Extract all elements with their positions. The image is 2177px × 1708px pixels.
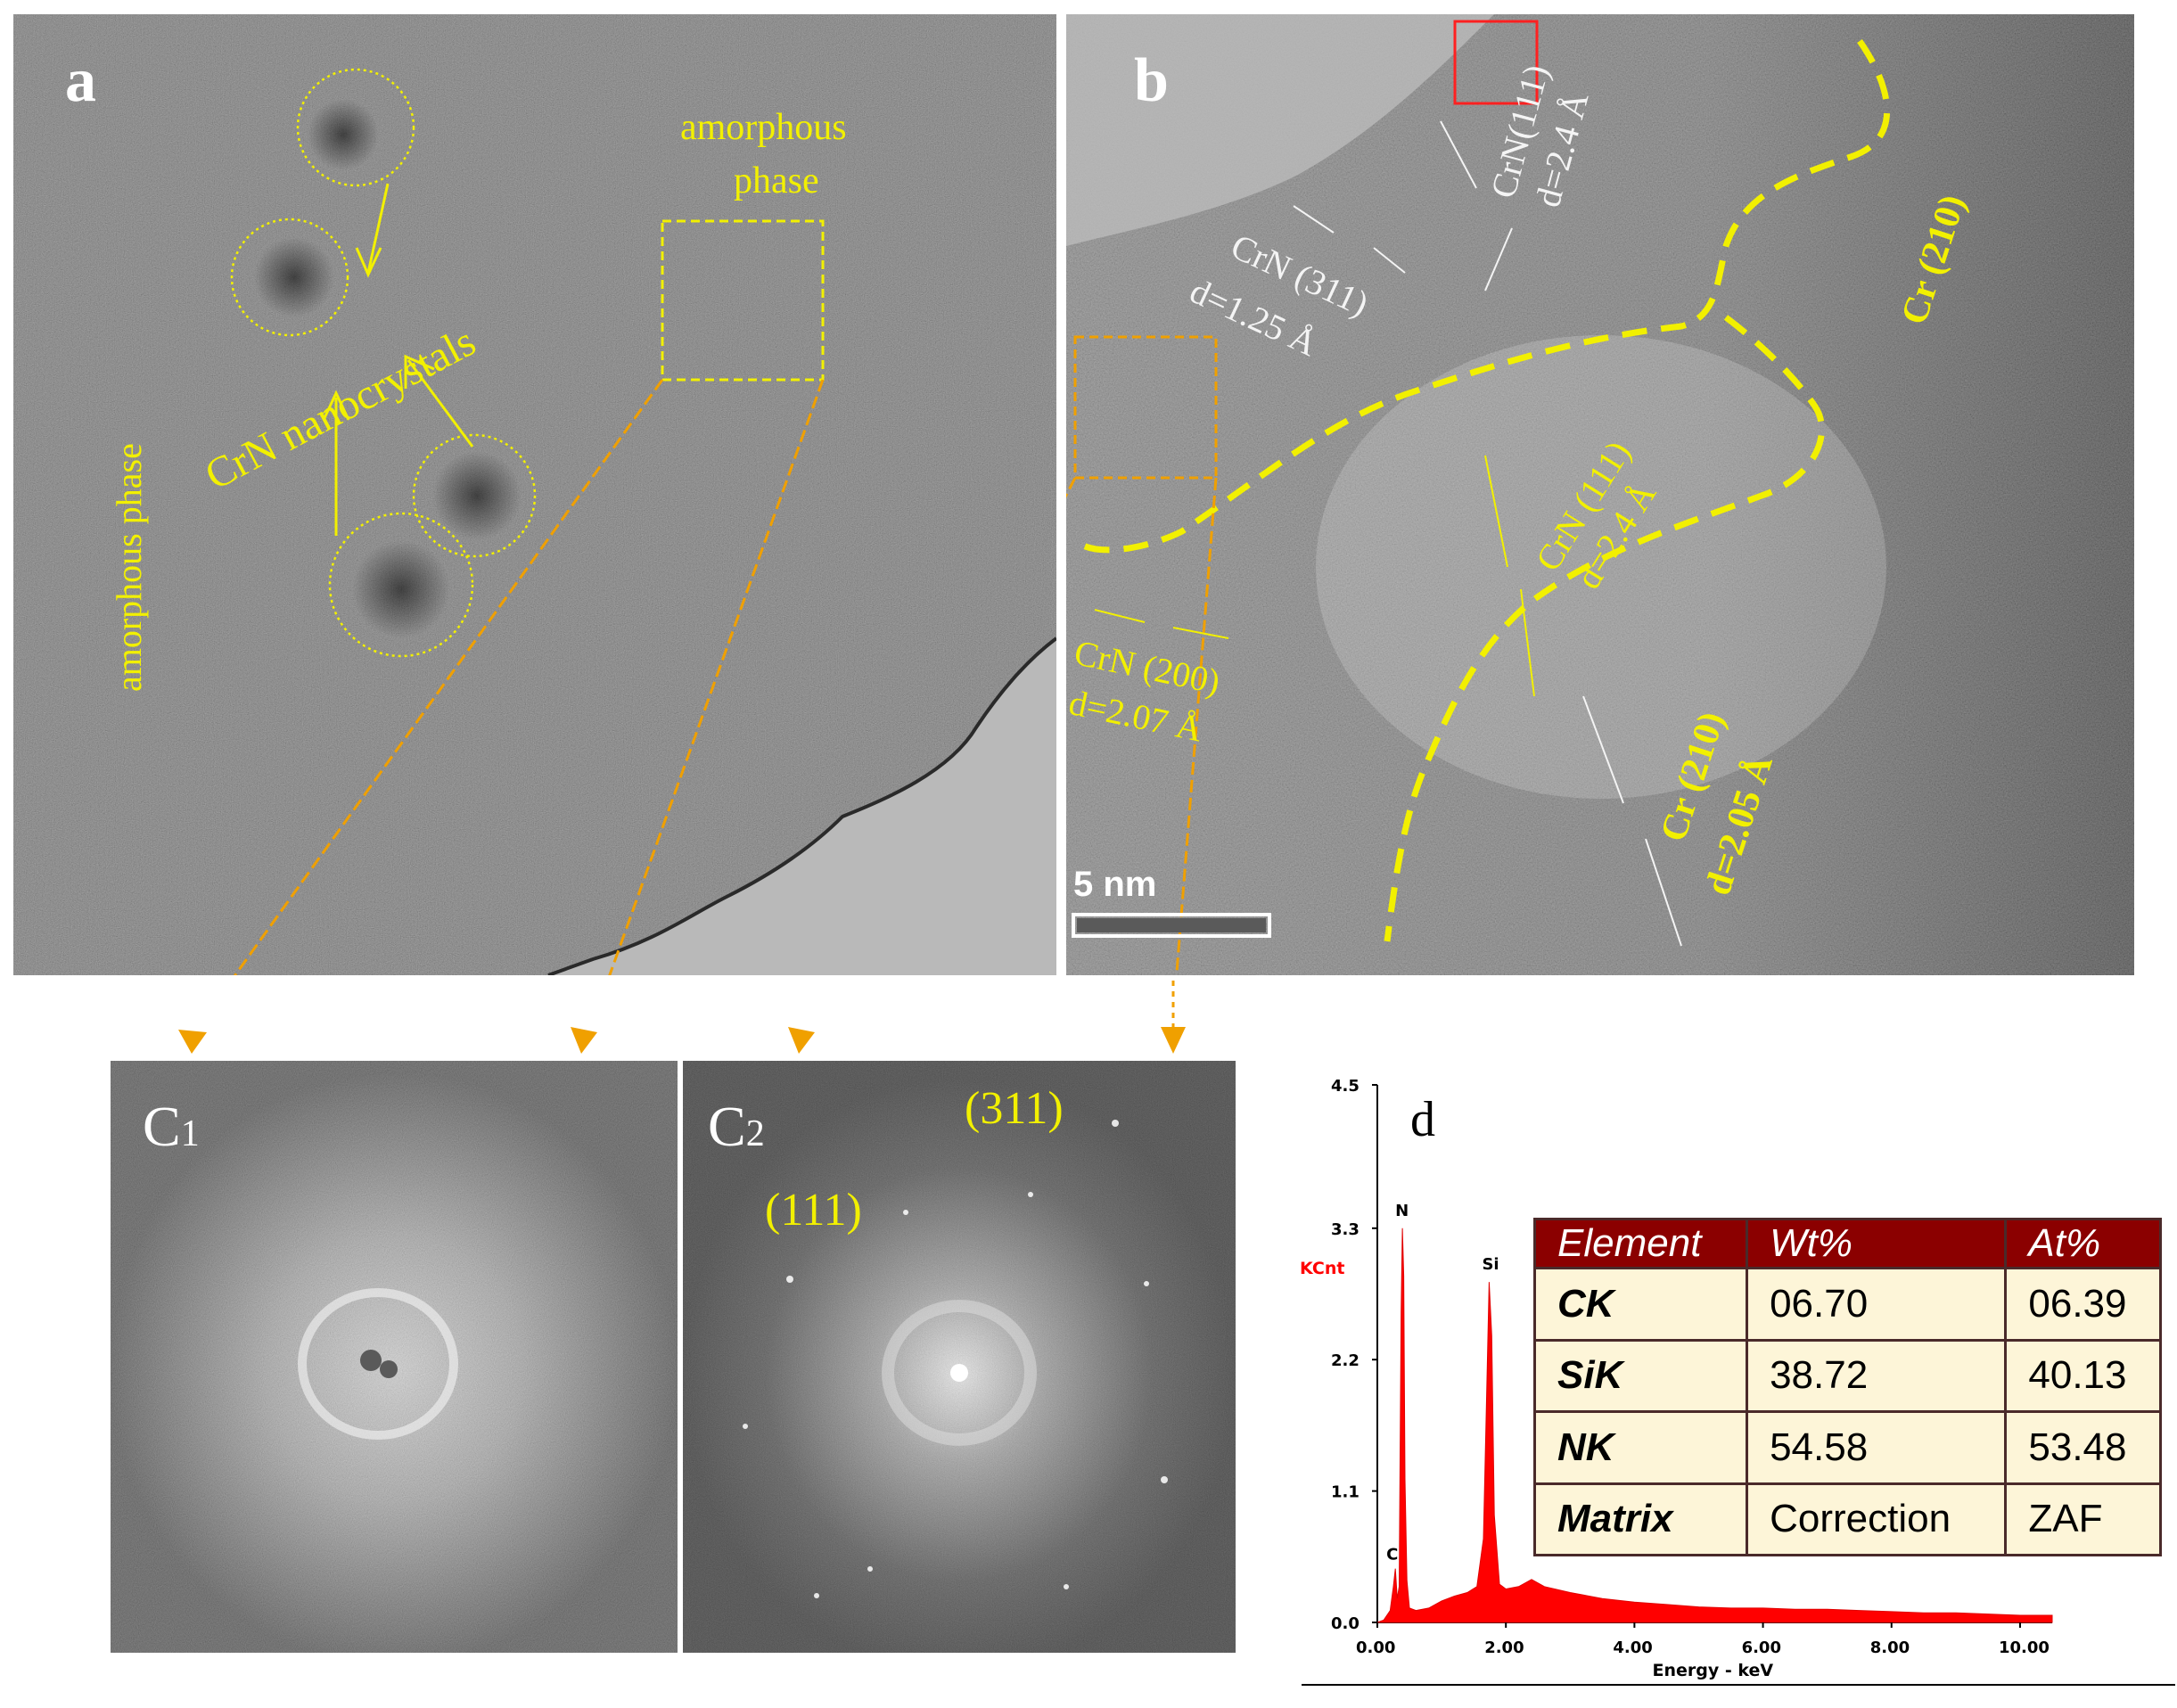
panel-a-tem-image: a amorphous phase amorphous phase CrN na… — [13, 14, 1056, 975]
panel-c2-fft-image: C2 (311) (111) — [683, 1061, 1236, 1653]
ring-111-label: (111) — [765, 1185, 862, 1236]
row-element: Matrix — [1532, 1482, 1749, 1556]
edx-xlabel: Energy - keV — [1653, 1661, 1774, 1680]
panel-d-label: d — [1410, 1092, 1435, 1147]
row-wt: 06.70 — [1746, 1267, 2008, 1342]
amorphous-phase-box-label-line2: phase — [734, 160, 819, 201]
row-at: 06.39 — [2004, 1267, 2162, 1342]
row-element: SiK — [1532, 1338, 1749, 1413]
row-at: ZAF — [2004, 1482, 2162, 1556]
table-header-row: Element Wt% At% — [1532, 1218, 2162, 1269]
edx-x-tick-label: 0.00 — [1356, 1638, 1395, 1657]
edx-ylabel: KCnt — [1300, 1259, 1345, 1278]
header-at: At% — [2004, 1218, 2162, 1269]
edx-spectrum-series — [1376, 1228, 2053, 1623]
edx-x-tick-label: 4.00 — [1613, 1638, 1652, 1657]
edx-y-tick-label: 4.5 — [1331, 1077, 1360, 1096]
amorphous-phase-left-label: amorphous phase — [109, 443, 149, 692]
panel-d-edx-spectrum: 0.0 1.1 2.2 3.3 4.5 0.00 2.00 4.00 6.00 8.00 10.00… — [1284, 1061, 2177, 1704]
panel-b-label: b — [1134, 46, 1169, 115]
edx-peak-label-c: C — [1386, 1546, 1398, 1564]
table-row: SiK 38.72 40.13 — [1532, 1338, 2162, 1413]
panel-c2-label-sub: 2 — [745, 1113, 765, 1154]
edx-x-tick-label: 6.00 — [1742, 1638, 1781, 1657]
edx-x-tick-label: 2.00 — [1484, 1638, 1524, 1657]
row-element: NK — [1532, 1410, 1749, 1485]
header-wt: Wt% — [1746, 1218, 2008, 1269]
table-row: CK 06.70 06.39 — [1532, 1267, 2162, 1342]
edx-peak-label-n: N — [1395, 1202, 1409, 1220]
ring-311-label: (311) — [965, 1083, 1064, 1134]
row-at: 53.48 — [2004, 1410, 2162, 1485]
panel-c2-fft-pattern — [683, 1061, 1236, 1653]
header-element: Element — [1532, 1218, 1749, 1269]
panel-c1-label-sub: 1 — [180, 1113, 200, 1154]
row-at: 40.13 — [2004, 1338, 2162, 1413]
edx-x-tick-label: 10.00 — [1999, 1638, 2050, 1657]
amorphous-phase-box-label-line1: amorphous — [680, 107, 847, 148]
panel-a-label: a — [65, 46, 96, 115]
panel-c1-label-main: C — [143, 1095, 181, 1158]
panel-c1-fft-pattern — [111, 1061, 678, 1653]
panel-b-micrograph — [1066, 14, 2134, 975]
panel-b-hrtem-image: b CrN(111) d=2.4 Å CrN (311) d=1.25 Å Cr… — [1066, 14, 2134, 975]
edx-y-tick-label: 1.1 — [1331, 1483, 1360, 1502]
connector-arrowheads — [178, 981, 1186, 1054]
edx-chart: 0.0 1.1 2.2 3.3 4.5 0.00 2.00 4.00 6.00 8.00 10.00… — [1302, 1077, 2175, 1686]
scale-bar-label: 5 nm — [1073, 865, 1157, 904]
table-row: Matrix Correction ZAF — [1532, 1482, 2162, 1556]
panel-a-micrograph — [13, 14, 1056, 975]
panel-c2-label: C2 — [708, 1098, 765, 1155]
row-wt: 38.72 — [1746, 1338, 2008, 1413]
edx-y-tick-label: 3.3 — [1331, 1220, 1360, 1239]
panel-c2-label-main: C — [708, 1095, 746, 1158]
panel-c1-label: C1 — [143, 1098, 200, 1155]
row-element: CK — [1532, 1267, 1749, 1342]
table-row: NK 54.58 53.48 — [1532, 1410, 2162, 1485]
edx-y-tick-label: 0.0 — [1331, 1614, 1360, 1633]
edx-peak-label-si: Si — [1482, 1255, 1499, 1274]
edx-y-tick-label: 2.2 — [1331, 1351, 1360, 1370]
edx-composition-table: Element Wt% At% CK 06.70 06.39 SiK 38.72… — [1532, 1218, 2162, 1556]
row-wt: Correction — [1746, 1482, 2008, 1556]
panel-c1-fft-image: C1 — [111, 1061, 678, 1653]
edx-x-tick-label: 8.00 — [1870, 1638, 1910, 1657]
row-wt: 54.58 — [1746, 1410, 2008, 1485]
